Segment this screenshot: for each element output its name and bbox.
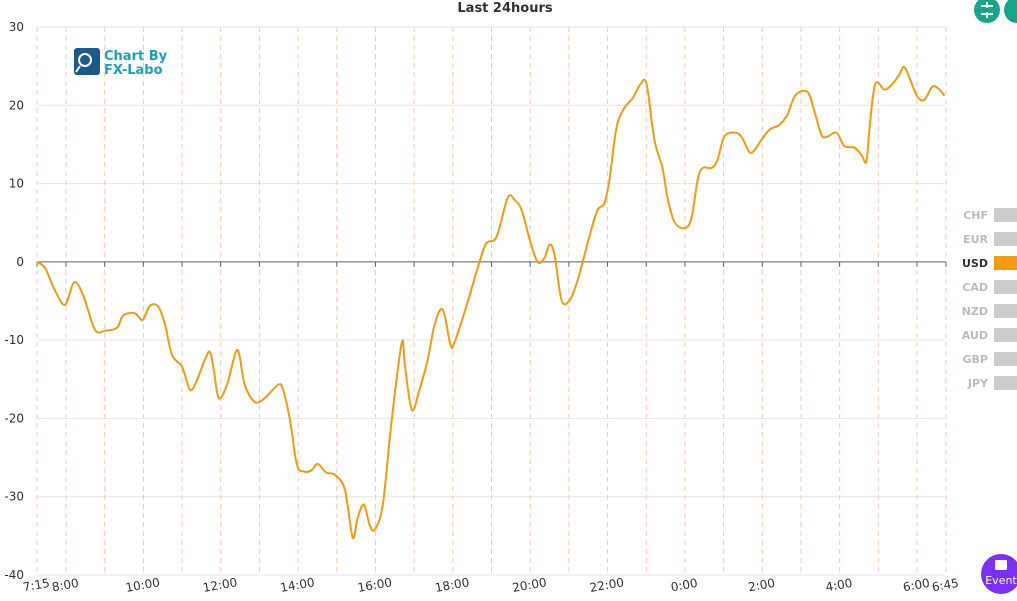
menu-button[interactable] [1004, 0, 1017, 23]
x-tick-label: 16:00 [357, 575, 393, 595]
logo-icon [75, 65, 81, 73]
y-tick-label: -10 [4, 333, 24, 347]
logo-icon [78, 53, 92, 67]
y-tick-label: -30 [4, 490, 24, 504]
y-tick-label: 20 [9, 98, 24, 112]
x-tick-label: 2:00 [747, 576, 776, 594]
collapse-button[interactable] [974, 0, 1000, 23]
legend-label[interactable]: AUD [962, 329, 988, 342]
x-tick-label: 4:00 [824, 576, 853, 594]
legend-label[interactable]: EUR [963, 233, 988, 246]
event-icon [995, 560, 1007, 570]
chart-title: Last 24hours [457, 1, 552, 16]
legend-swatch[interactable] [994, 256, 1017, 270]
x-tick-label: 20:00 [511, 575, 547, 595]
x-tick-label: 18:00 [434, 575, 470, 595]
x-tick-label: 8:00 [51, 576, 80, 594]
y-tick-label: 0 [16, 255, 24, 269]
y-tick-label: -20 [4, 411, 24, 425]
x-tick-label: 7:15 [22, 576, 51, 594]
x-tick-label: 14:00 [279, 575, 315, 595]
x-tick-label: 12:00 [202, 575, 238, 595]
legend-label[interactable]: USD [962, 257, 988, 270]
legend-swatch[interactable] [994, 352, 1017, 366]
x-tick-label: 0:00 [670, 576, 699, 594]
series-line [36, 65, 946, 540]
legend-swatch[interactable] [994, 328, 1017, 342]
legend-swatch[interactable] [994, 280, 1017, 294]
legend-swatch[interactable] [994, 304, 1017, 318]
y-tick-label: 10 [9, 177, 24, 191]
collapse-icon [981, 2, 993, 18]
y-tick-label: 30 [9, 20, 24, 34]
x-tick-label: 6:00 [902, 576, 931, 594]
legend-label[interactable]: NZD [962, 305, 988, 318]
legend-swatch[interactable] [994, 208, 1017, 222]
logo-text: Chart By [104, 49, 168, 64]
logo: Chart By FX-Labo [74, 48, 168, 78]
x-tick-label: 10:00 [124, 575, 160, 595]
event-label[interactable]: Event [985, 574, 1017, 587]
y-tick-label: -40 [4, 568, 24, 582]
event-circle[interactable] [981, 554, 1017, 594]
x-tick-label: 22:00 [589, 575, 625, 595]
event-button[interactable]: Event [981, 554, 1017, 594]
legend-label[interactable]: JPY [967, 377, 989, 390]
legend-label[interactable]: GBP [963, 353, 988, 366]
legend-label[interactable]: CHF [963, 209, 988, 222]
legend-swatch[interactable] [994, 232, 1017, 246]
x-tick-label: 6:45 [931, 576, 960, 594]
logo-text: FX-Labo [104, 63, 163, 78]
legend-label[interactable]: CAD [962, 281, 988, 294]
legend-swatch[interactable] [994, 376, 1017, 390]
